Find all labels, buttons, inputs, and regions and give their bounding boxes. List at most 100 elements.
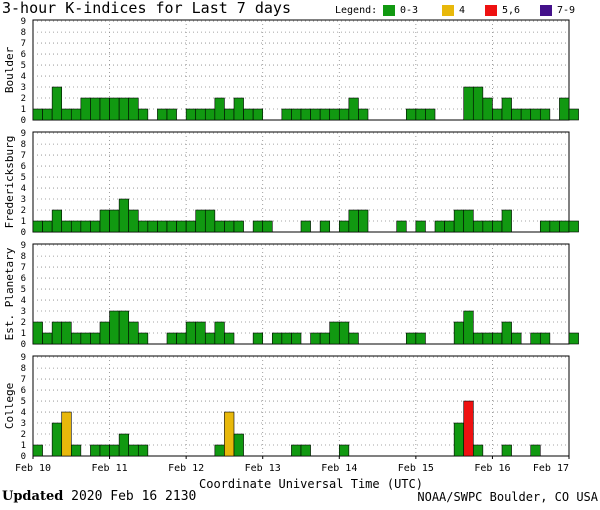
k-index-bar — [214, 321, 225, 345]
k-index-bar — [310, 108, 321, 121]
k-index-bar — [214, 97, 225, 121]
k-index-bar — [568, 108, 579, 121]
k-index-bar — [482, 220, 493, 233]
y-tick-label: 8 — [21, 364, 26, 374]
legend-swatch-yellow — [442, 5, 454, 16]
legend-swatch-green — [383, 5, 395, 16]
k-index-bar — [224, 332, 235, 345]
k-index-bar — [214, 444, 225, 457]
k-index-bar — [348, 332, 359, 345]
x-tick-label: Feb 15 — [398, 463, 434, 474]
k-index-bar — [176, 332, 187, 345]
k-index-bar — [453, 209, 465, 233]
k-index-bar — [472, 220, 484, 233]
k-index-bar — [204, 209, 216, 233]
k-index-bar — [530, 332, 541, 345]
y-tick-label: 5 — [21, 397, 26, 407]
x-tick-label: Feb 10 — [15, 463, 51, 474]
k-index-bar — [109, 444, 120, 457]
k-index-bar — [310, 332, 321, 345]
k-index-bar — [501, 209, 512, 233]
y-tick-label: 9 — [21, 241, 26, 251]
k-index-bar — [166, 220, 177, 233]
y-tick-label: 6 — [21, 274, 26, 284]
x-tick-label: Feb 13 — [245, 463, 281, 474]
k-index-bar — [291, 332, 302, 345]
k-index-bar — [492, 332, 503, 345]
k-index-bar — [549, 220, 560, 233]
legend-swatch-purple — [540, 5, 552, 16]
y-tick-label: 3 — [21, 195, 26, 205]
k-index-bar — [118, 198, 130, 233]
y-tick-label: 8 — [21, 140, 26, 150]
k-index-bar — [224, 108, 235, 121]
k-index-bar — [319, 220, 331, 233]
k-index-bar — [252, 108, 264, 121]
k-index-bar — [329, 321, 340, 345]
k-index-bar — [70, 220, 82, 233]
panel-label-est-planetary: Est. Planetary — [3, 247, 16, 340]
k-index-bar — [166, 108, 177, 121]
k-index-bar — [157, 108, 168, 121]
x-axis-label: Coordinate Universal Time (UTC) — [199, 477, 423, 491]
k-index-bar — [233, 97, 244, 121]
k-index-bar — [233, 433, 244, 457]
k-index-bar — [224, 220, 235, 233]
k-index-bar — [128, 444, 139, 457]
y-tick-label: 7 — [21, 39, 26, 49]
k-index-bar — [70, 108, 82, 121]
legend-item-label: 5,6 — [502, 5, 521, 16]
k-index-bar — [520, 108, 532, 121]
k-index-bar — [559, 220, 570, 233]
k-index-bar — [291, 108, 302, 121]
k-index-bar — [157, 220, 168, 233]
k-index-bar — [530, 444, 541, 457]
k-index-bar — [204, 108, 216, 121]
k-index-bar — [32, 444, 43, 457]
k-index-bar — [243, 108, 254, 121]
page-title: 3-hour K-indices for Last 7 days — [2, 0, 291, 17]
y-tick-label: 4 — [21, 184, 26, 194]
k-index-bar — [348, 209, 359, 233]
k-index-bar — [338, 108, 350, 121]
y-tick-label: 9 — [21, 353, 26, 363]
k-index-bar — [32, 321, 43, 345]
k-index-bar — [262, 220, 273, 233]
updated-value: 2020 Feb 16 2130 — [71, 489, 197, 504]
k-index-bar — [176, 220, 187, 233]
k-index-bar — [539, 332, 551, 345]
k-index-bar — [51, 321, 63, 345]
k-index-bar — [252, 332, 264, 345]
y-tick-label: 3 — [21, 419, 26, 429]
y-tick-label: 0 — [21, 452, 26, 462]
k-index-bar — [61, 321, 72, 345]
y-tick-label: 4 — [21, 408, 26, 418]
k-index-bar — [511, 332, 522, 345]
k-index-bar — [482, 97, 493, 121]
k-index-bar — [271, 332, 283, 345]
k-index-bar — [42, 220, 53, 233]
k-index-bar — [482, 332, 493, 345]
k-index-bar — [472, 332, 484, 345]
k-index-bar — [42, 108, 53, 121]
y-tick-label: 7 — [21, 263, 26, 273]
k-index-bar — [539, 108, 551, 121]
k-index-bar — [195, 321, 206, 345]
k-index-bar — [90, 97, 101, 121]
y-tick-label: 1 — [21, 329, 26, 339]
y-tick-label: 4 — [21, 72, 26, 82]
k-index-bar — [300, 444, 311, 457]
k-index-bar — [396, 220, 407, 233]
k-index-bar — [90, 332, 101, 345]
k-index-bar — [99, 444, 110, 457]
k-index-bar — [281, 332, 292, 345]
y-tick-label: 2 — [21, 430, 26, 440]
k-index-bar — [99, 209, 110, 233]
k-index-bar — [492, 220, 503, 233]
k-index-bar — [300, 220, 311, 233]
k-index-bar — [99, 321, 110, 345]
k-index-bar — [128, 97, 139, 121]
k-index-bar — [32, 108, 43, 121]
legend-item-label: 0-3 — [400, 5, 419, 16]
